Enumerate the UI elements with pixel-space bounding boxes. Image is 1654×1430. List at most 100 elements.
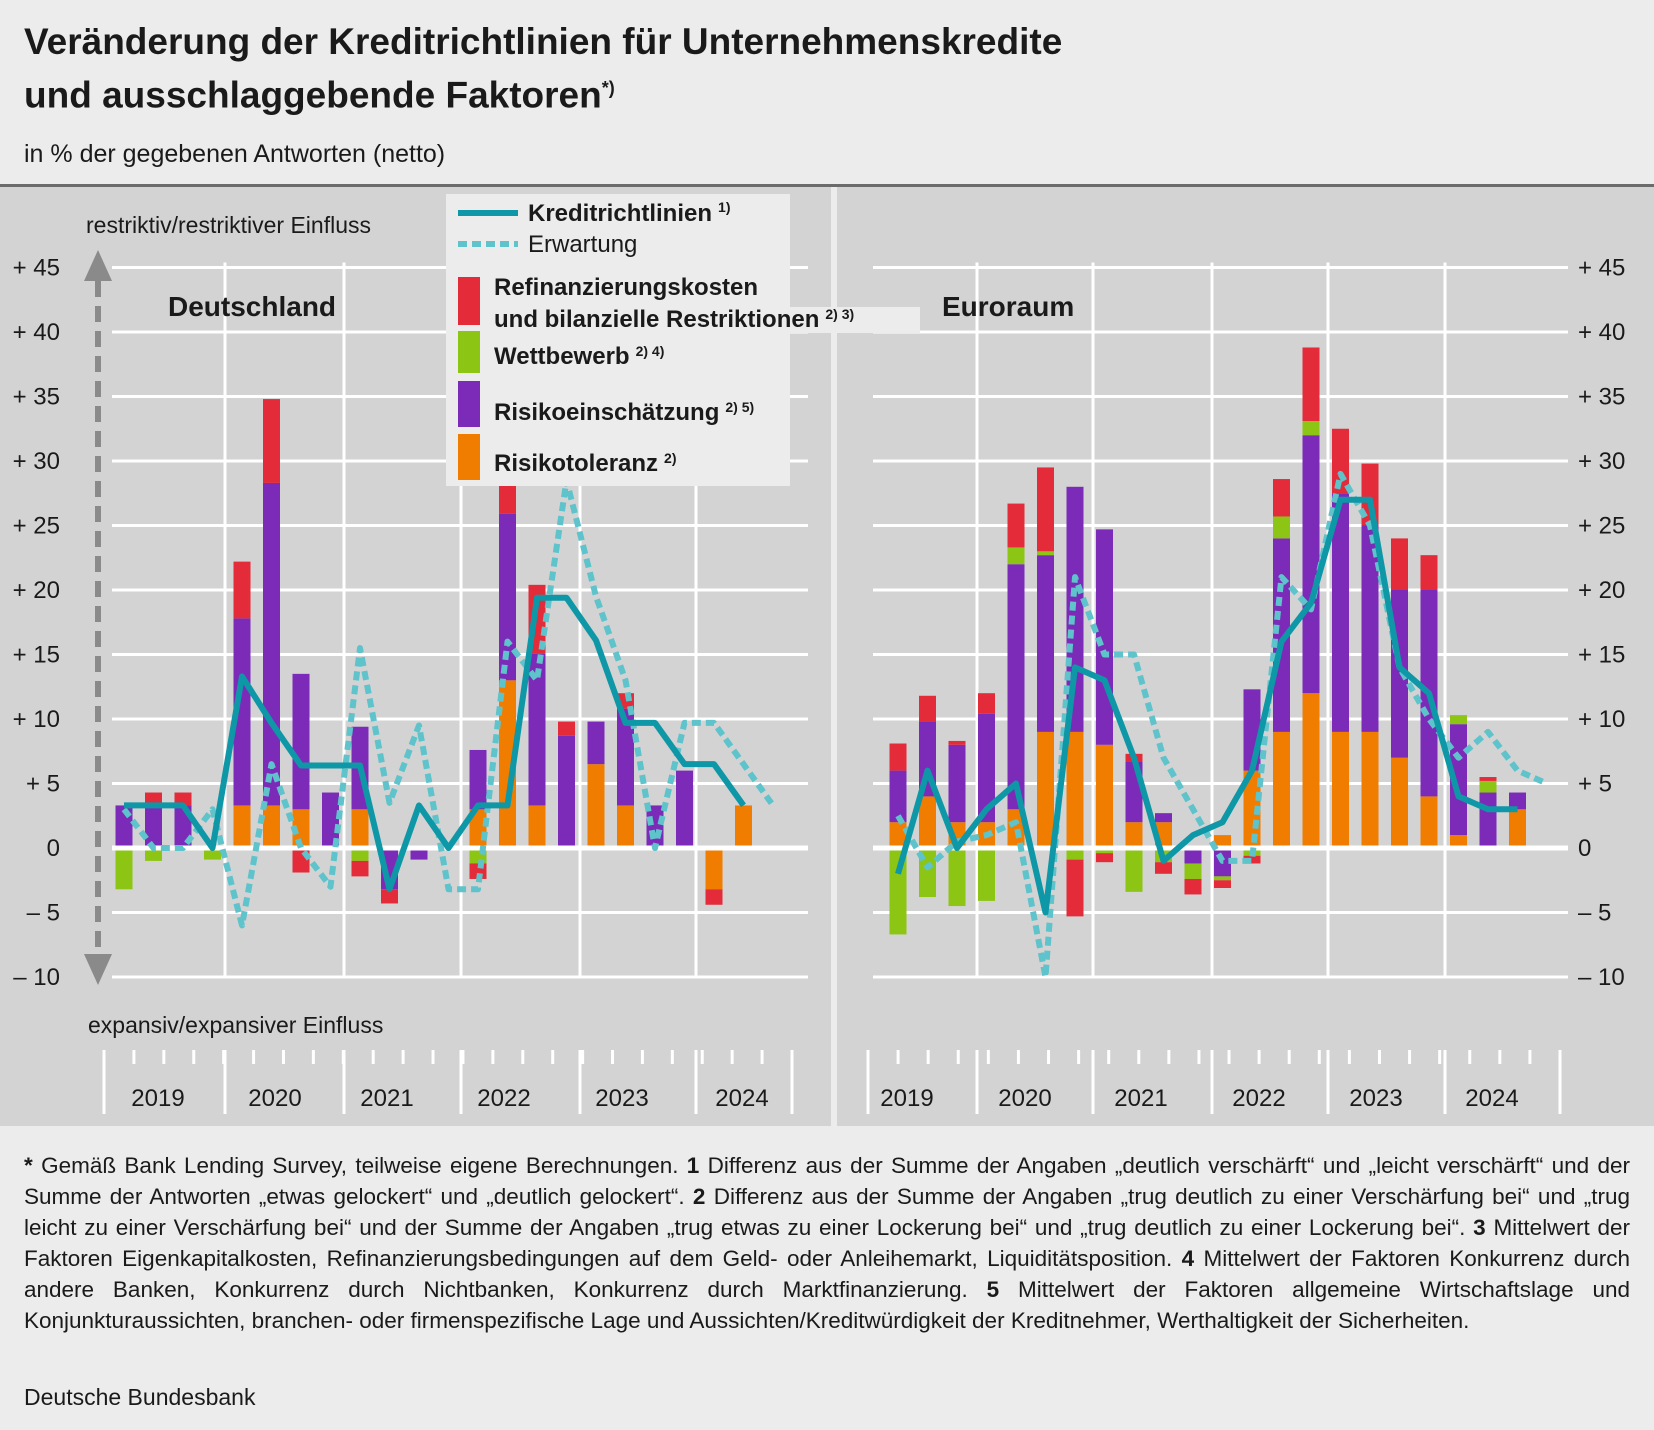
bar-eu-wett-2 xyxy=(948,848,966,907)
note-1-mark: 1 xyxy=(686,1153,700,1178)
legend-wett-swatch xyxy=(458,331,480,373)
ytick-label-eu-3: + 5 xyxy=(1578,771,1612,798)
bar-eu-refi-14 xyxy=(1302,347,1320,422)
note-4-text: Mittelwert der Faktoren Konkurrenz durch… xyxy=(24,1246,1630,1302)
ytick-label-de-0: – 10 xyxy=(13,964,60,991)
legend-refi-label-2: und bilanzielle Restriktionen xyxy=(494,306,819,333)
year-label-de-2019: 2019 xyxy=(131,1085,184,1112)
series-kreditrichtlinien-eu xyxy=(895,496,1518,916)
year-label-eu-2020: 2020 xyxy=(998,1085,1051,1112)
top-rule xyxy=(0,184,1654,187)
title-line-2: und ausschlaggebende Faktoren xyxy=(24,74,602,116)
title-line-1: Veränderung der Kreditrichtlinien für Un… xyxy=(24,21,1063,62)
legend-wett-entry: Wettbewerb 2) 4) xyxy=(494,343,664,370)
direction-up-label: restriktiv/restriktiver Einfluss xyxy=(86,212,371,238)
bar-de-risiko-19 xyxy=(676,770,693,848)
bar-eu-toleranz-19 xyxy=(1450,835,1467,848)
chart-area: – 10 – 5 0 + 5 + 10 + 15 + 20 + 25 + 30 + 35 + 40 +… xyxy=(0,184,1654,1126)
ytick-label-eu-11: + 45 xyxy=(1578,255,1625,282)
legend-toleranz-label: Risikotoleranz xyxy=(494,450,658,477)
bar-eu-risiko-0 xyxy=(889,770,907,823)
bar-eu-refi-3 xyxy=(978,693,995,714)
ytick-label-eu-4: + 10 xyxy=(1578,706,1625,733)
bar-eu-risiko-19 xyxy=(1450,724,1467,836)
bar-eu-refi-20 xyxy=(1479,777,1497,781)
xticks-eu xyxy=(866,1050,1562,1114)
bar-de-toleranz-17 xyxy=(617,805,634,848)
ytick-label-de-10: + 40 xyxy=(13,319,60,346)
series-erwartung-de xyxy=(121,477,776,929)
bar-eu-wett-8 xyxy=(1125,848,1143,892)
legend-toleranz-entry: Risikotoleranz 2) xyxy=(494,450,677,477)
legend: Kreditrichtlinien 1) Erwartung Refinanzie… xyxy=(446,194,920,486)
note-3-text: Mittelwert der Faktoren Eigenkapitalkost… xyxy=(24,1215,1630,1271)
bar-de-refi-2 xyxy=(174,792,192,806)
bar-de-risiko-15 xyxy=(558,735,575,848)
year-label-de-2024: 2024 xyxy=(715,1085,768,1112)
ytick-label-de-6: + 20 xyxy=(13,577,60,604)
bar-de-wett-3 xyxy=(204,848,221,860)
note-5-text: Mittelwert der Faktoren allgemeine Wirts… xyxy=(24,1277,1630,1333)
bar-eu-toleranz-4 xyxy=(1007,809,1025,848)
bar-eu-wett-1 xyxy=(919,848,936,898)
bar-de-wett-1 xyxy=(145,848,162,861)
bar-eu-wett-13 xyxy=(1273,516,1290,539)
bar-de-refi-5 xyxy=(263,399,280,483)
bar-de-risiko-14 xyxy=(528,653,546,806)
bar-de-risiko-7 xyxy=(322,792,339,848)
bar-de-risiko-16 xyxy=(587,721,605,765)
bar-de-toleranz-14 xyxy=(528,805,546,848)
ytick-label-de-9: + 35 xyxy=(13,384,60,411)
bar-eu-wett-7 xyxy=(1096,848,1113,854)
footnotes: * Gemäß Bank Lending Survey, teilweise e… xyxy=(24,1150,1630,1336)
panel-euroraum: – 10 – 5 0 + 5 + 10 + 15 + 20 + 25 + 30 + 35 + 40 +… xyxy=(866,255,1625,1114)
note-star-text: Gemäß Bank Lending Survey, teilweise eig… xyxy=(32,1153,687,1178)
bar-de-risiko-17 xyxy=(617,708,634,806)
bar-de-risiko-10 xyxy=(410,848,428,860)
bar-de-toleranz-16 xyxy=(587,764,605,848)
ytick-label-eu-1: – 5 xyxy=(1578,900,1611,927)
legend-background-extension xyxy=(770,307,920,333)
bar-eu-toleranz-11 xyxy=(1214,835,1231,848)
xticks-de xyxy=(102,1050,794,1114)
note-2-mark: 2 xyxy=(692,1184,706,1209)
year-label-eu-2023: 2023 xyxy=(1349,1085,1402,1112)
direction-down-label: expansiv/expansiver Einfluss xyxy=(88,1012,383,1038)
bar-eu-wett-4 xyxy=(1007,547,1025,565)
legend-line-label: Kreditrichtlinien xyxy=(528,200,712,227)
note-star-mark: * xyxy=(24,1153,33,1178)
ytick-label-de-2: 0 xyxy=(47,835,60,862)
bar-eu-toleranz-8 xyxy=(1125,822,1143,848)
legend-wett-sup: 2) 4) xyxy=(636,343,665,359)
bar-eu-risiko-5 xyxy=(1037,555,1054,732)
legend-toleranz-swatch xyxy=(458,434,480,480)
bar-de-refi-4 xyxy=(233,561,251,619)
bar-de-risiko-6 xyxy=(292,673,310,810)
bar-eu-toleranz-17 xyxy=(1391,757,1408,848)
ytick-label-de-8: + 30 xyxy=(13,448,60,475)
bar-de-toleranz-6 xyxy=(292,809,310,848)
bar-eu-refi-5 xyxy=(1037,467,1054,552)
bar-eu-refi-2 xyxy=(948,740,966,745)
bar-eu-risiko-2 xyxy=(948,744,966,823)
panel-title-deutschland: Deutschland xyxy=(168,291,336,322)
year-label-de-2022: 2022 xyxy=(477,1085,530,1112)
bar-eu-risiko-4 xyxy=(1007,564,1025,810)
bar-eu-wett-14 xyxy=(1302,421,1320,436)
bar-eu-risiko-10 xyxy=(1184,848,1202,864)
bar-eu-risiko-16 xyxy=(1361,525,1379,732)
ytick-label-de-3: + 5 xyxy=(26,771,60,798)
legend-risiko-sup: 2) 5) xyxy=(725,399,754,415)
bar-eu-toleranz-6 xyxy=(1066,731,1084,848)
bar-de-refi-15 xyxy=(558,721,575,736)
bar-eu-refi-4 xyxy=(1007,503,1025,548)
panel-title-euroraum: Euroraum xyxy=(942,291,1074,322)
source-label: Deutsche Bundesbank xyxy=(24,1384,256,1410)
ytick-label-eu-8: + 30 xyxy=(1578,448,1625,475)
bar-eu-wett-6 xyxy=(1066,848,1084,860)
bar-de-toleranz-4 xyxy=(233,805,251,848)
bar-de-risiko-12 xyxy=(469,749,487,810)
bar-eu-toleranz-7 xyxy=(1096,744,1113,848)
ytick-label-eu-9: + 35 xyxy=(1578,384,1625,411)
bar-de-refi-20 xyxy=(705,889,723,905)
